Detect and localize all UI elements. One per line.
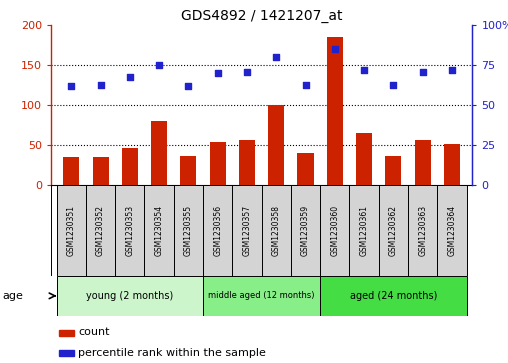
Bar bbox=[239, 140, 255, 185]
Bar bbox=[356, 133, 372, 185]
Point bbox=[419, 69, 427, 75]
Text: count: count bbox=[78, 327, 110, 337]
FancyBboxPatch shape bbox=[57, 185, 86, 276]
Text: age: age bbox=[3, 291, 23, 301]
Bar bbox=[63, 157, 79, 185]
Text: aged (24 months): aged (24 months) bbox=[350, 291, 437, 301]
Bar bbox=[59, 350, 74, 356]
Text: young (2 months): young (2 months) bbox=[86, 291, 174, 301]
FancyBboxPatch shape bbox=[379, 185, 408, 276]
FancyBboxPatch shape bbox=[320, 276, 466, 316]
FancyBboxPatch shape bbox=[350, 185, 379, 276]
Text: GSM1230360: GSM1230360 bbox=[330, 205, 339, 256]
Point bbox=[214, 70, 222, 76]
Text: GSM1230356: GSM1230356 bbox=[213, 205, 222, 256]
Text: percentile rank within the sample: percentile rank within the sample bbox=[78, 348, 266, 358]
Bar bbox=[268, 105, 284, 185]
Point bbox=[389, 82, 397, 87]
FancyBboxPatch shape bbox=[262, 185, 291, 276]
Point bbox=[301, 82, 309, 87]
Point bbox=[184, 83, 193, 89]
Bar bbox=[59, 330, 74, 336]
FancyBboxPatch shape bbox=[115, 185, 144, 276]
Text: GSM1230354: GSM1230354 bbox=[154, 205, 164, 256]
FancyBboxPatch shape bbox=[203, 185, 232, 276]
FancyBboxPatch shape bbox=[203, 276, 320, 316]
Text: GSM1230364: GSM1230364 bbox=[448, 205, 457, 256]
Text: GSM1230362: GSM1230362 bbox=[389, 205, 398, 256]
Point bbox=[97, 82, 105, 87]
Text: GSM1230353: GSM1230353 bbox=[125, 205, 134, 256]
Text: GSM1230352: GSM1230352 bbox=[96, 205, 105, 256]
FancyBboxPatch shape bbox=[232, 185, 262, 276]
Text: GSM1230359: GSM1230359 bbox=[301, 205, 310, 256]
Bar bbox=[415, 140, 431, 185]
Text: GSM1230363: GSM1230363 bbox=[418, 205, 427, 256]
Point bbox=[272, 54, 280, 60]
FancyBboxPatch shape bbox=[291, 185, 320, 276]
Bar bbox=[210, 142, 226, 185]
Point bbox=[126, 74, 134, 79]
FancyBboxPatch shape bbox=[320, 185, 350, 276]
Bar bbox=[444, 144, 460, 185]
Text: GSM1230361: GSM1230361 bbox=[360, 205, 369, 256]
Bar bbox=[327, 37, 343, 185]
Point bbox=[331, 46, 339, 52]
Point bbox=[448, 67, 456, 73]
Point bbox=[67, 83, 75, 89]
Text: GSM1230355: GSM1230355 bbox=[184, 205, 193, 256]
FancyBboxPatch shape bbox=[437, 185, 466, 276]
Text: middle aged (12 months): middle aged (12 months) bbox=[208, 291, 315, 300]
FancyBboxPatch shape bbox=[144, 185, 174, 276]
Text: GSM1230358: GSM1230358 bbox=[272, 205, 281, 256]
Bar bbox=[122, 148, 138, 185]
Bar bbox=[180, 156, 197, 185]
Bar bbox=[298, 153, 313, 185]
Title: GDS4892 / 1421207_at: GDS4892 / 1421207_at bbox=[181, 9, 342, 23]
FancyBboxPatch shape bbox=[174, 185, 203, 276]
FancyBboxPatch shape bbox=[408, 185, 437, 276]
Bar bbox=[151, 121, 167, 185]
Text: GSM1230357: GSM1230357 bbox=[242, 205, 251, 256]
Point bbox=[243, 69, 251, 75]
Point bbox=[155, 62, 163, 68]
Text: GSM1230351: GSM1230351 bbox=[67, 205, 76, 256]
Point bbox=[360, 67, 368, 73]
FancyBboxPatch shape bbox=[57, 276, 203, 316]
Bar bbox=[92, 157, 109, 185]
FancyBboxPatch shape bbox=[86, 185, 115, 276]
Bar bbox=[386, 156, 401, 185]
